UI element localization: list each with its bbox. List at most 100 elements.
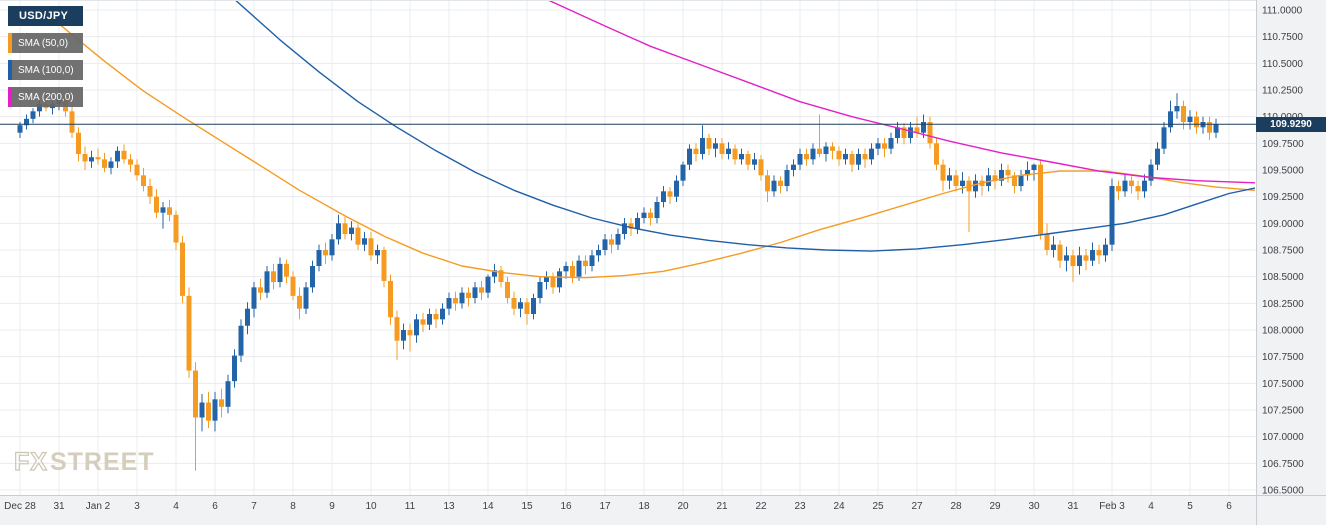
candle-body xyxy=(765,175,770,192)
candle-body xyxy=(388,280,393,318)
candle-body xyxy=(986,175,991,186)
candle-body xyxy=(89,157,94,162)
candle-body xyxy=(667,191,673,197)
candle-body xyxy=(654,202,660,218)
candle-body xyxy=(329,239,335,256)
candle-body xyxy=(960,180,965,186)
candle-body xyxy=(999,170,1004,181)
x-axis-label: 6 xyxy=(212,501,218,512)
x-axis-label: 3 xyxy=(134,501,140,512)
candle-body xyxy=(518,302,523,309)
candle-body xyxy=(927,122,933,144)
x-axis-label: Jan 2 xyxy=(86,501,111,512)
candle-body xyxy=(895,127,900,138)
sma100-color-swatch xyxy=(8,60,12,80)
candle-body xyxy=(427,314,432,325)
x-axis-label: 9 xyxy=(329,501,335,512)
candle-body xyxy=(615,234,621,245)
candle-body xyxy=(108,161,114,168)
candle-body xyxy=(1103,244,1108,256)
candle-body xyxy=(791,164,796,170)
candle-body xyxy=(1155,148,1160,165)
candle-body xyxy=(303,287,309,309)
candle-body xyxy=(1194,116,1199,128)
fxstreet-logo: FXSTREET xyxy=(13,447,155,477)
candle-body xyxy=(368,238,374,256)
y-axis-strip xyxy=(1256,0,1326,525)
candle-body xyxy=(180,242,185,296)
candle-body xyxy=(641,212,647,218)
candle-body xyxy=(862,154,868,160)
x-axis-label: 4 xyxy=(1148,501,1154,512)
candle-body xyxy=(498,270,504,282)
candle-body xyxy=(706,138,712,149)
candle-body xyxy=(726,148,731,154)
candle-body xyxy=(82,154,88,162)
candle-body xyxy=(758,159,764,176)
candle-body xyxy=(1096,250,1102,256)
candle-body xyxy=(141,175,146,186)
candle-body xyxy=(1057,244,1063,261)
candle-body xyxy=(648,212,653,218)
candle-body xyxy=(401,330,406,341)
candle-body xyxy=(147,186,153,197)
x-axis-label: 8 xyxy=(290,501,296,512)
candle-body xyxy=(199,402,205,418)
candle-body xyxy=(947,175,952,181)
candle-body xyxy=(37,103,42,112)
candle-body xyxy=(589,255,595,266)
candle-body xyxy=(719,143,725,154)
candle-body xyxy=(836,150,842,160)
candle-body xyxy=(1090,250,1095,261)
candle-body xyxy=(771,180,777,192)
candle-body xyxy=(212,399,218,421)
candle-body xyxy=(466,292,471,298)
candle-body xyxy=(1168,111,1173,128)
candle-body xyxy=(407,330,413,336)
candle-body xyxy=(921,122,926,133)
candle-body xyxy=(1083,255,1089,261)
x-axis-label: 7 xyxy=(251,501,257,512)
candle-body xyxy=(680,164,686,181)
candle-body xyxy=(973,180,978,192)
indicator-badge-sma100[interactable]: SMA (100,0) xyxy=(8,60,83,80)
candle-body xyxy=(1018,175,1024,186)
y-axis-label: 107.2500 xyxy=(1262,406,1304,417)
candle-body xyxy=(277,263,283,282)
candle-body xyxy=(316,250,322,266)
indicator-badge-sma50[interactable]: SMA (50,0) xyxy=(8,33,83,53)
y-axis-label: 110.5000 xyxy=(1262,59,1303,70)
candle-body xyxy=(336,223,341,240)
candle-body xyxy=(492,270,497,277)
candle-body xyxy=(856,154,861,165)
candle-body xyxy=(1187,116,1193,122)
candle-body xyxy=(661,191,666,202)
candle-body xyxy=(1213,124,1219,133)
y-axis-label: 107.7500 xyxy=(1262,352,1304,363)
candle-body xyxy=(381,250,387,281)
candle-body xyxy=(940,164,946,181)
x-axis-label: 4 xyxy=(173,501,179,512)
y-axis-label: 109.7500 xyxy=(1262,139,1304,150)
candle-body xyxy=(849,154,855,165)
candle-body xyxy=(505,282,510,298)
candle-body xyxy=(908,127,913,138)
candle-body xyxy=(1116,186,1121,192)
candle-body xyxy=(375,250,380,256)
candle-body xyxy=(420,319,426,325)
candle-body xyxy=(134,164,140,176)
indicator-badge-sma200[interactable]: SMA (200,0) xyxy=(8,87,83,107)
x-axis-label: Dec 28 xyxy=(4,501,36,512)
symbol-badge[interactable]: USD/JPY xyxy=(8,6,83,26)
candle-body xyxy=(69,111,75,133)
x-axis-label: 17 xyxy=(599,501,611,512)
plot-area xyxy=(17,0,1256,471)
candle-body xyxy=(349,227,354,234)
x-axis-label: 24 xyxy=(833,501,845,512)
candle-body xyxy=(596,250,601,256)
candle-body xyxy=(778,180,783,186)
candle-body xyxy=(784,170,790,186)
candle-body xyxy=(238,325,244,356)
